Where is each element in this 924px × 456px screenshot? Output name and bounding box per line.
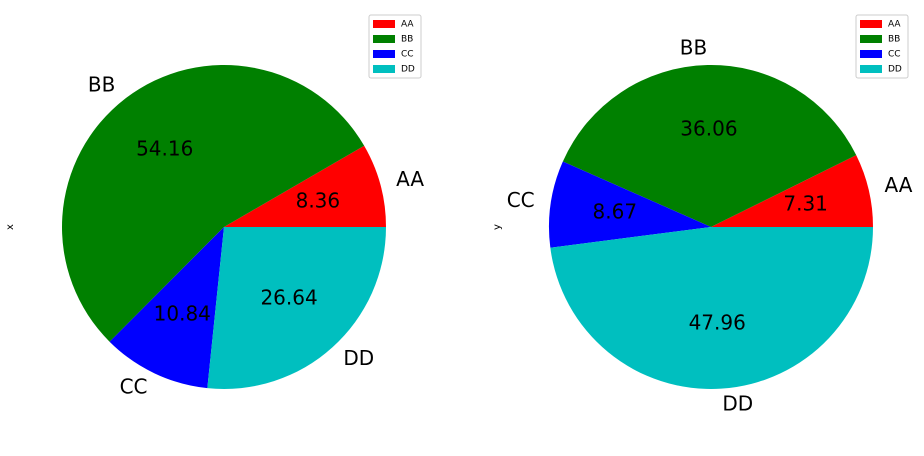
legend-swatch: [373, 65, 395, 73]
value-label: 7.31: [783, 191, 828, 215]
wedge-label: CC: [507, 188, 535, 212]
wedge-label: AA: [885, 173, 913, 197]
legend-label: AA: [401, 20, 414, 30]
value-label: 8.67: [593, 200, 638, 224]
pie-wedge: [711, 155, 873, 227]
pie-wedge: [549, 161, 711, 248]
value-label: 36.06: [680, 116, 737, 140]
legend-label: AA: [888, 20, 901, 30]
legend-label: BB: [401, 35, 413, 45]
legend-label: CC: [401, 50, 414, 60]
legend-box: [368, 14, 422, 79]
wedge-label: AA: [396, 167, 424, 191]
legend: AA BB CC DD: [368, 14, 422, 79]
legend-label: CC: [888, 50, 901, 60]
pie-wedge: [109, 227, 224, 389]
pie-wedge: [562, 65, 857, 227]
legend-swatch: [373, 50, 395, 58]
value-label: 8.36: [296, 188, 341, 212]
wedge-label: DD: [722, 391, 753, 415]
legend: AA BB CC DD: [855, 14, 909, 79]
value-label: 47.96: [689, 311, 746, 335]
wedge-label: CC: [120, 374, 148, 398]
value-label: 54.16: [136, 136, 193, 160]
legend-swatch: [860, 65, 882, 73]
wedge-label: BB: [88, 72, 115, 96]
legend-swatch: [860, 35, 882, 43]
legend-swatch: [373, 35, 395, 43]
legend-label: BB: [888, 35, 900, 45]
legend-swatch: [860, 20, 882, 28]
pie-wedge: [550, 227, 873, 389]
pie-wedge: [61, 64, 365, 342]
pie-wedge: [207, 227, 387, 389]
wedge-label: BB: [680, 35, 707, 59]
y-axis-label: x: [5, 224, 16, 230]
legend-swatch: [373, 20, 395, 28]
value-label: 26.64: [260, 286, 317, 310]
legend-label: DD: [401, 65, 415, 75]
y-axis-label: y: [492, 224, 503, 230]
pie-wedge: [224, 145, 387, 227]
legend-swatch: [860, 50, 882, 58]
legend-label: DD: [888, 65, 902, 75]
wedge-label: DD: [343, 346, 374, 370]
value-label: 10.84: [154, 301, 211, 325]
legend-box: [855, 14, 909, 79]
